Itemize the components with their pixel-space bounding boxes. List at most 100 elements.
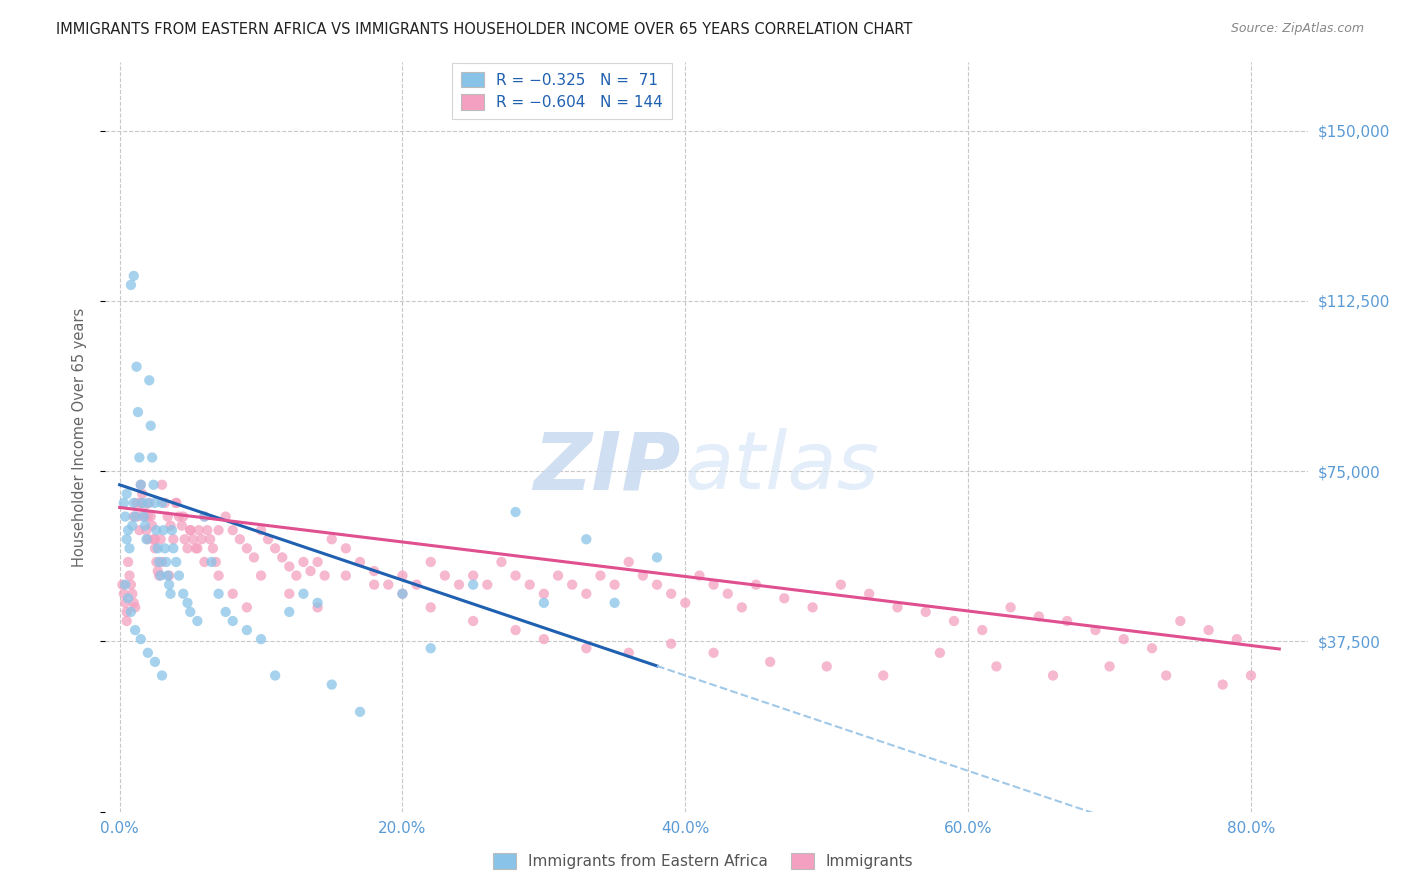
Point xyxy=(201,541,224,556)
Point xyxy=(131,487,153,501)
Point xyxy=(129,477,152,491)
Point xyxy=(659,637,682,651)
Point xyxy=(150,555,173,569)
Point xyxy=(117,523,139,537)
Point xyxy=(145,555,167,569)
Point xyxy=(112,496,135,510)
Point xyxy=(214,509,236,524)
Point xyxy=(193,509,215,524)
Point xyxy=(561,577,583,591)
Point xyxy=(139,509,162,524)
Point xyxy=(114,596,136,610)
Point xyxy=(195,523,218,537)
Point xyxy=(176,596,198,610)
Point xyxy=(278,605,301,619)
Point xyxy=(200,555,222,569)
Point xyxy=(278,587,301,601)
Point xyxy=(131,496,153,510)
Point xyxy=(142,477,165,491)
Point xyxy=(127,509,149,524)
Point xyxy=(278,559,301,574)
Point xyxy=(114,509,136,524)
Point xyxy=(914,605,936,619)
Point xyxy=(176,541,198,556)
Point xyxy=(129,496,152,510)
Point xyxy=(533,587,555,601)
Point xyxy=(243,550,266,565)
Point xyxy=(141,518,163,533)
Point xyxy=(505,505,527,519)
Point xyxy=(121,587,143,601)
Point xyxy=(349,555,371,569)
Point xyxy=(872,668,894,682)
Point xyxy=(186,541,208,556)
Point xyxy=(222,523,245,537)
Point xyxy=(214,605,236,619)
Point xyxy=(155,555,177,569)
Point xyxy=(115,487,138,501)
Point xyxy=(129,632,152,647)
Point xyxy=(533,596,555,610)
Point xyxy=(184,541,207,556)
Point xyxy=(138,373,160,387)
Point xyxy=(187,523,209,537)
Point xyxy=(143,655,166,669)
Point xyxy=(314,568,336,582)
Point xyxy=(136,509,159,524)
Point xyxy=(132,509,155,524)
Point xyxy=(135,523,157,537)
Point xyxy=(236,600,259,615)
Point xyxy=(307,555,329,569)
Point xyxy=(190,533,212,547)
Point xyxy=(159,518,181,533)
Point xyxy=(165,496,187,510)
Point xyxy=(307,596,329,610)
Point xyxy=(759,655,782,669)
Point xyxy=(505,623,527,637)
Point xyxy=(264,541,287,556)
Point xyxy=(152,523,174,537)
Point xyxy=(463,577,485,591)
Point xyxy=(447,577,470,591)
Legend: R = −0.325   N =  71, R = −0.604   N = 144: R = −0.325 N = 71, R = −0.604 N = 144 xyxy=(453,62,672,119)
Point xyxy=(136,496,159,510)
Point xyxy=(136,533,159,547)
Point xyxy=(128,450,150,465)
Point xyxy=(292,555,315,569)
Point xyxy=(117,555,139,569)
Point xyxy=(160,523,183,537)
Point xyxy=(1198,623,1220,637)
Point xyxy=(391,568,413,582)
Point xyxy=(204,555,226,569)
Point xyxy=(186,614,208,628)
Point xyxy=(162,541,184,556)
Point xyxy=(156,568,179,582)
Point xyxy=(172,509,194,524)
Point xyxy=(986,659,1008,673)
Point xyxy=(112,587,135,601)
Point xyxy=(645,550,668,565)
Point xyxy=(122,596,145,610)
Point xyxy=(405,577,427,591)
Point xyxy=(124,509,146,524)
Point xyxy=(299,564,322,578)
Point xyxy=(207,523,229,537)
Point xyxy=(645,577,668,591)
Point xyxy=(575,533,598,547)
Point xyxy=(167,568,190,582)
Point xyxy=(519,577,541,591)
Point xyxy=(1168,614,1191,628)
Point xyxy=(143,496,166,510)
Point xyxy=(222,587,245,601)
Point xyxy=(391,587,413,601)
Point xyxy=(631,568,654,582)
Point xyxy=(162,533,184,547)
Point xyxy=(250,523,273,537)
Point xyxy=(150,477,173,491)
Point xyxy=(148,555,170,569)
Point xyxy=(1042,668,1064,682)
Point xyxy=(1240,668,1263,682)
Point xyxy=(114,577,136,591)
Text: Source: ZipAtlas.com: Source: ZipAtlas.com xyxy=(1230,22,1364,36)
Point xyxy=(335,568,357,582)
